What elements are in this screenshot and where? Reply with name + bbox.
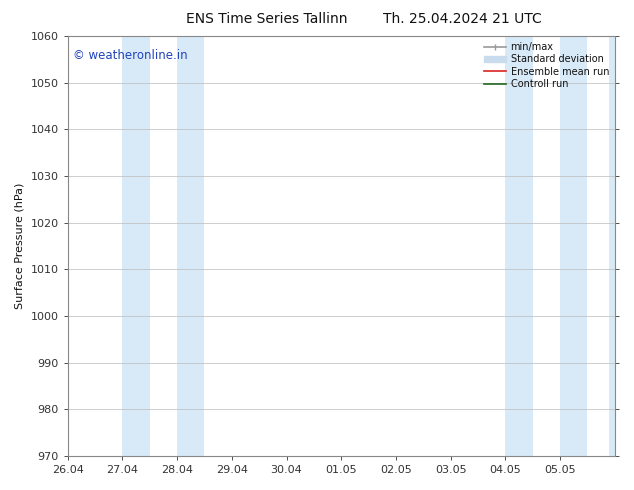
Bar <box>177 36 205 456</box>
Text: Th. 25.04.2024 21 UTC: Th. 25.04.2024 21 UTC <box>384 12 542 26</box>
Y-axis label: Surface Pressure (hPa): Surface Pressure (hPa) <box>15 183 25 309</box>
Bar <box>122 36 150 456</box>
Bar <box>505 36 533 456</box>
Bar <box>560 36 588 456</box>
Text: ENS Time Series Tallinn: ENS Time Series Tallinn <box>186 12 347 26</box>
Legend: min/max, Standard deviation, Ensemble mean run, Controll run: min/max, Standard deviation, Ensemble me… <box>481 38 613 93</box>
Bar <box>609 36 615 456</box>
Text: © weatheronline.in: © weatheronline.in <box>73 49 188 62</box>
